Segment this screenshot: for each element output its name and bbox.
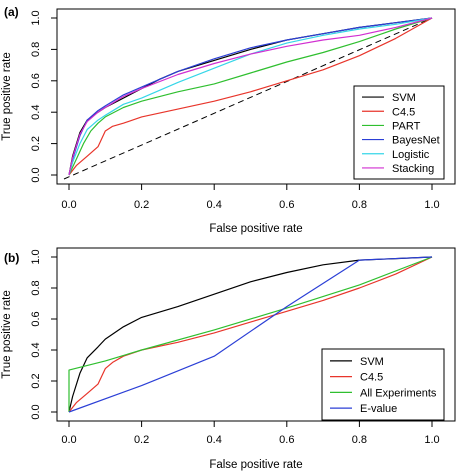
legend-label: All Experiments	[360, 387, 437, 399]
series-line-c4-5	[68, 256, 433, 413]
legend-label: SVM	[392, 92, 416, 104]
legend-label: Logistic	[392, 149, 430, 161]
panel-label: (b)	[4, 251, 19, 265]
legend: SVM C4.5 All Experiments E-value	[321, 348, 445, 421]
legend-box	[353, 85, 445, 180]
series-line-c4-5	[68, 17, 433, 176]
series-line-svm	[68, 256, 433, 413]
y-tick-label: 0.4	[30, 105, 42, 120]
y-tick-label: 0.4	[30, 342, 42, 357]
x-axis-title: False positive rate	[209, 223, 302, 235]
y-tick-label: 0.6	[30, 73, 42, 88]
series-line-all-experiments	[68, 256, 433, 412]
y-tick-label: 0.6	[30, 311, 42, 326]
y-tick-label: 0.0	[30, 404, 42, 419]
x-tick-label: 1.0	[424, 199, 439, 211]
series-line-stacking	[68, 17, 433, 176]
legend: SVM C4.5 PART BayesNet Logistic Stacking	[353, 85, 445, 180]
x-tick-label: 0.6	[279, 434, 294, 446]
y-tick-label: 0.2	[30, 136, 42, 151]
x-tick-label: 0.4	[207, 434, 222, 446]
x-tick-label: 0.6	[279, 199, 294, 211]
legend-label: SVM	[360, 356, 384, 368]
y-tick-label: 0.0	[30, 167, 42, 182]
y-tick-label: 0.8	[30, 280, 42, 295]
x-axis-title: False positive rate	[209, 459, 302, 471]
y-tick-label: 0.2	[30, 373, 42, 388]
legend-label: C4.5	[392, 106, 415, 118]
x-tick-label: 1.0	[424, 434, 439, 446]
y-axis-title: True positive rate	[1, 52, 13, 140]
series-line-part	[68, 17, 433, 176]
chart-panel-a: (a) 0.0 0.2 0.4 0.6 0.8 1.0 0.0 0.2 0.4 0.6 0.8 1.0 F…	[1, 5, 456, 235]
x-tick-label: 0.4	[207, 199, 222, 211]
legend-label: BayesNet	[392, 135, 440, 147]
y-tick-label: 1.0	[30, 249, 42, 264]
x-tick-label: 0.0	[61, 434, 76, 446]
y-tick-label: 0.8	[30, 42, 42, 57]
x-tick-label: 0.8	[352, 434, 367, 446]
series-line-e-value	[68, 256, 433, 413]
legend-label: Stacking	[392, 163, 434, 175]
x-tick-label: 0.0	[61, 199, 76, 211]
diagonal-reference-line	[63, 17, 433, 180]
legend-label: PART	[392, 120, 421, 132]
plot-frame	[56, 8, 456, 185]
legend-label: C4.5	[360, 372, 383, 384]
y-axis-title: True positive rate	[1, 290, 13, 378]
legend-label: E-value	[360, 403, 397, 415]
x-tick-label: 0.8	[352, 199, 367, 211]
chart-panel-b: (b) 0.0 0.2 0.4 0.6 0.8 1.0 0.0 0.2 0.4 0.6 0.8 1.0 F…	[1, 247, 456, 471]
x-tick-label: 0.2	[134, 199, 149, 211]
plot-frame	[56, 247, 456, 422]
y-tick-label: 1.0	[30, 10, 42, 25]
panel-label: (a)	[4, 5, 19, 19]
series-line-logistic	[68, 17, 433, 176]
x-tick-label: 0.2	[134, 434, 149, 446]
